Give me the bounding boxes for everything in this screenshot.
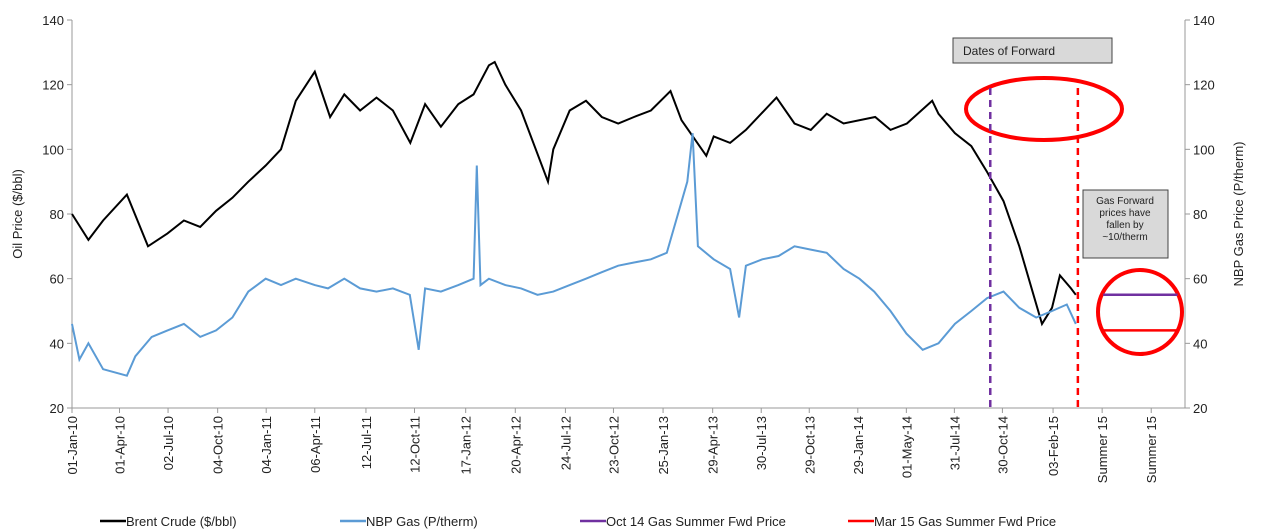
x-tick-label: Summer 15 xyxy=(1144,416,1159,483)
annotation: prices have xyxy=(1099,208,1151,219)
y-tick-label: 120 xyxy=(42,78,64,93)
y-tick-label: 100 xyxy=(42,142,64,157)
legend-label: Brent Crude ($/bbl) xyxy=(126,514,237,529)
x-tick-label: 01-Apr-10 xyxy=(112,416,127,474)
annotation: Dates of Forward xyxy=(963,44,1055,58)
highlight-ellipse xyxy=(964,76,1124,142)
y2-tick-label: 100 xyxy=(1193,142,1215,157)
y2-tick-label: 20 xyxy=(1193,401,1207,416)
x-tick-label: 31-Jul-14 xyxy=(947,416,962,470)
x-tick-label: 02-Jul-10 xyxy=(161,416,176,470)
annotation: fallen by xyxy=(1106,220,1143,231)
highlight-circle xyxy=(1096,268,1184,356)
y-tick-label: 140 xyxy=(42,13,64,28)
y-tick-label: 40 xyxy=(50,336,64,351)
x-tick-label: 12-Oct-11 xyxy=(408,416,423,473)
y2-tick-label: 120 xyxy=(1193,78,1215,93)
x-tick-label: 03-Feb-15 xyxy=(1046,416,1061,476)
y-axis-title: Oil Price ($/bbl) xyxy=(10,169,25,259)
annotation: ~10/therm xyxy=(1102,232,1147,243)
legend-label: NBP Gas (P/therm) xyxy=(366,514,478,529)
y-tick-label: 20 xyxy=(50,401,64,416)
series-line xyxy=(71,133,1077,377)
x-tick-label: 20-Apr-12 xyxy=(508,416,523,474)
x-tick-label: 29-Oct-13 xyxy=(802,416,817,474)
legend-label: Oct 14 Gas Summer Fwd Price xyxy=(606,514,786,529)
y2-tick-label: 80 xyxy=(1193,207,1207,222)
annotation-box xyxy=(1082,189,1169,259)
x-tick-label: 04-Jan-11 xyxy=(259,416,274,474)
x-tick-label: 23-Oct-12 xyxy=(606,416,621,474)
y2-tick-label: 140 xyxy=(1193,13,1215,28)
x-tick-label: 25-Jan-13 xyxy=(656,416,671,475)
x-tick-label: 06-Apr-11 xyxy=(308,416,323,473)
legend-label: Mar 15 Gas Summer Fwd Price xyxy=(874,514,1056,529)
x-tick-label: Summer 15 xyxy=(1095,416,1110,483)
x-tick-label: 01-May-14 xyxy=(899,416,914,478)
series-line xyxy=(71,60,1077,327)
x-tick-label: 29-Jan-14 xyxy=(851,416,866,475)
annotation: Gas Forward xyxy=(1096,196,1154,207)
x-tick-label: 04-Oct-10 xyxy=(211,416,226,474)
y2-tick-label: 40 xyxy=(1193,336,1207,351)
y2-axis-title: NBP Gas Price (P/therm) xyxy=(1231,142,1246,287)
y2-tick-label: 60 xyxy=(1193,272,1207,287)
x-tick-label: 30-Oct-14 xyxy=(995,416,1010,474)
x-tick-label: 24-Jul-12 xyxy=(558,416,573,470)
annotation-box xyxy=(952,37,1113,64)
y-tick-label: 80 xyxy=(50,207,64,222)
x-tick-label: 17-Jan-12 xyxy=(459,416,474,475)
y-tick-label: 60 xyxy=(50,272,64,287)
x-tick-label: 30-Jul-13 xyxy=(754,416,769,470)
x-tick-label: 12-Jul-11 xyxy=(359,416,374,469)
x-tick-label: 29-Apr-13 xyxy=(706,416,721,474)
x-tick-label: 01-Jan-10 xyxy=(65,416,80,475)
